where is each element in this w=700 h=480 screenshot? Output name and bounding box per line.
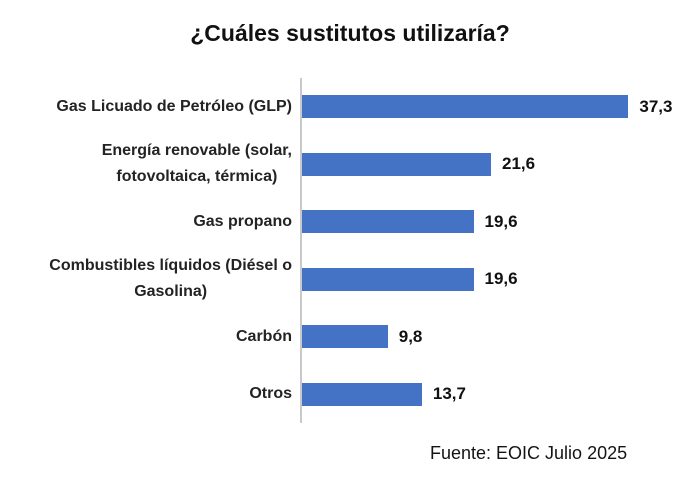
- source-caption: Fuente: EOIC Julio 2025: [430, 443, 628, 463]
- category-label: Carbón: [236, 327, 292, 345]
- bar-row: Gas Licuado de Petróleo (GLP) 37,3: [0, 78, 700, 136]
- bar-row: Combustibles líquidos (Diésel o Gasolina…: [0, 251, 700, 309]
- category-axis-line: [300, 78, 302, 423]
- bar-rows: Gas Licuado de Petróleo (GLP) 37,3 Energ…: [0, 78, 700, 423]
- chart-title: ¿Cuáles sustitutos utilizaría?: [190, 20, 510, 46]
- bar: [302, 95, 629, 119]
- bar-row: Carbón 9,8: [0, 308, 700, 366]
- value-label: 19,6: [484, 211, 518, 231]
- category-label: Gas Licuado de Petróleo (GLP): [56, 97, 292, 115]
- bar: [302, 152, 491, 176]
- value-label: 13,7: [432, 384, 466, 404]
- category-label: Energía renovable (solar, fotovoltaica, …: [101, 142, 292, 186]
- value-label: 21,6: [502, 154, 536, 174]
- bar-row: Otros 13,7: [0, 366, 700, 424]
- bar: [302, 325, 388, 349]
- value-label: 19,6: [484, 269, 518, 289]
- category-label: Combustibles líquidos (Diésel o Gasolina…: [49, 257, 292, 301]
- category-label: Gas propano: [193, 212, 292, 230]
- bar: [302, 267, 474, 291]
- value-label: 37,3: [639, 96, 673, 116]
- bar-row: Gas propano 19,6: [0, 193, 700, 251]
- bar: [302, 382, 422, 406]
- value-label: 9,8: [398, 326, 423, 346]
- bar: [302, 210, 474, 234]
- bar-row: Energía renovable (solar, fotovoltaica, …: [0, 136, 700, 194]
- category-label: Otros: [249, 385, 292, 403]
